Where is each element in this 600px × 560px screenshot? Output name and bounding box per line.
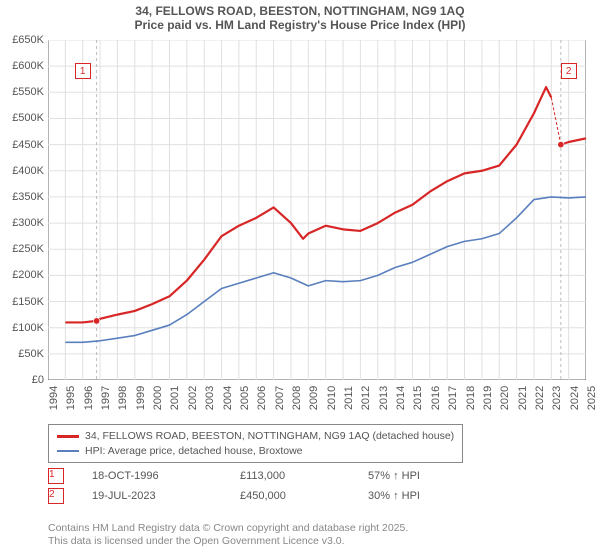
xtick-label: 2001 bbox=[169, 386, 181, 410]
xtick-label: 1994 bbox=[48, 386, 60, 410]
ytick-label: £200K bbox=[12, 269, 44, 281]
legend: 34, FELLOWS ROAD, BEESTON, NOTTINGHAM, N… bbox=[48, 424, 463, 463]
xtick-label: 1995 bbox=[65, 386, 77, 410]
xtick-label: 2008 bbox=[291, 386, 303, 410]
xtick-label: 2006 bbox=[256, 386, 268, 410]
xtick-label: 2010 bbox=[326, 386, 338, 410]
title-line1: 34, FELLOWS ROAD, BEESTON, NOTTINGHAM, N… bbox=[0, 4, 600, 18]
xtick-label: 2013 bbox=[378, 386, 390, 410]
xtick-label: 2000 bbox=[152, 386, 164, 410]
legend-label-hpi: HPI: Average price, detached house, Brox… bbox=[85, 444, 303, 459]
legend-swatch-hpi bbox=[57, 450, 79, 452]
ytick-label: £100K bbox=[12, 322, 44, 334]
xtick-label: 2011 bbox=[343, 386, 355, 410]
plot-area: £0£50K£100K£150K£200K£250K£300K£350K£400… bbox=[48, 40, 586, 380]
attribution-line1: Contains HM Land Registry data © Crown c… bbox=[48, 522, 408, 535]
xtick-label: 2017 bbox=[447, 386, 459, 410]
sale-row-1: 1 18-OCT-1996 £113,000 57% ↑ HPI bbox=[48, 468, 420, 484]
xtick-label: 1998 bbox=[117, 386, 129, 410]
ytick-label: £150K bbox=[12, 296, 44, 308]
legend-row-hpi: HPI: Average price, detached house, Brox… bbox=[57, 444, 454, 459]
sale-points-table: 1 18-OCT-1996 £113,000 57% ↑ HPI 2 19-JUL-202… bbox=[48, 468, 420, 508]
ytick-label: £350K bbox=[12, 191, 44, 203]
ytick-label: £250K bbox=[12, 243, 44, 255]
title-line2: Price paid vs. HM Land Registry's House … bbox=[0, 18, 600, 32]
xtick-label: 2021 bbox=[517, 386, 529, 410]
ytick-label: £650K bbox=[12, 34, 44, 46]
xtick-label: 2019 bbox=[482, 386, 494, 410]
sale-marker-1: 1 bbox=[75, 63, 91, 79]
xtick-label: 2025 bbox=[586, 386, 598, 410]
sale-row-marker: 2 bbox=[48, 488, 64, 504]
ytick-label: £450K bbox=[12, 139, 44, 151]
ytick-label: £300K bbox=[12, 217, 44, 229]
xtick-label: 2004 bbox=[222, 386, 234, 410]
xtick-label: 2012 bbox=[360, 386, 372, 410]
sale-row-marker: 1 bbox=[48, 468, 64, 484]
xtick-label: 2024 bbox=[569, 386, 581, 410]
ytick-label: £550K bbox=[12, 86, 44, 98]
attribution: Contains HM Land Registry data © Crown c… bbox=[48, 522, 408, 547]
sale-date: 19-JUL-2023 bbox=[92, 490, 212, 502]
ytick-label: £500K bbox=[12, 112, 44, 124]
sale-pct: 30% ↑ HPI bbox=[368, 490, 420, 502]
sale-marker-2: 2 bbox=[561, 63, 577, 79]
xtick-label: 2002 bbox=[187, 386, 199, 410]
xtick-label: 2023 bbox=[551, 386, 563, 410]
xtick-label: 2018 bbox=[465, 386, 477, 410]
legend-swatch-price bbox=[57, 435, 79, 438]
ytick-label: £400K bbox=[12, 165, 44, 177]
xtick-label: 2005 bbox=[239, 386, 251, 410]
sale-pct: 57% ↑ HPI bbox=[368, 470, 420, 482]
xtick-label: 2015 bbox=[412, 386, 424, 410]
ytick-label: £600K bbox=[12, 60, 44, 72]
sale-price: £113,000 bbox=[240, 470, 340, 482]
xtick-label: 1997 bbox=[100, 386, 112, 410]
chart-title: 34, FELLOWS ROAD, BEESTON, NOTTINGHAM, N… bbox=[0, 0, 600, 33]
xtick-label: 2020 bbox=[499, 386, 511, 410]
xtick-label: 2003 bbox=[204, 386, 216, 410]
xtick-label: 1996 bbox=[83, 386, 95, 410]
attribution-line2: This data is licensed under the Open Gov… bbox=[48, 535, 408, 548]
sale-row-2: 2 19-JUL-2023 £450,000 30% ↑ HPI bbox=[48, 488, 420, 504]
ytick-label: £50K bbox=[18, 348, 44, 360]
xtick-label: 1999 bbox=[135, 386, 147, 410]
ytick-label: £0 bbox=[32, 374, 44, 386]
legend-row-price: 34, FELLOWS ROAD, BEESTON, NOTTINGHAM, N… bbox=[57, 429, 454, 444]
plot-svg bbox=[48, 40, 586, 380]
xtick-label: 2016 bbox=[430, 386, 442, 410]
xtick-label: 2009 bbox=[308, 386, 320, 410]
sale-price: £450,000 bbox=[240, 490, 340, 502]
sale-date: 18-OCT-1996 bbox=[92, 470, 212, 482]
xtick-label: 2014 bbox=[395, 386, 407, 410]
xtick-label: 2007 bbox=[274, 386, 286, 410]
legend-label-price: 34, FELLOWS ROAD, BEESTON, NOTTINGHAM, N… bbox=[85, 429, 454, 444]
xtick-label: 2022 bbox=[534, 386, 546, 410]
